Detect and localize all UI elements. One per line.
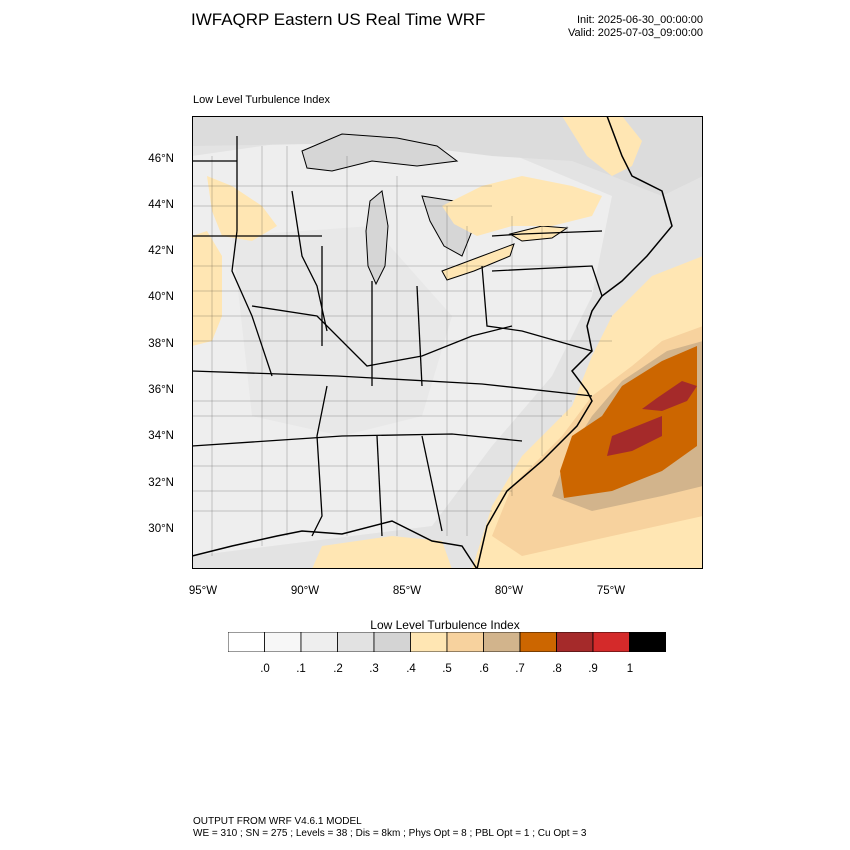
colorbar-swatch: [264, 632, 302, 652]
lon-label-90: 90°W: [290, 585, 320, 597]
colorbar-swatch: [410, 632, 448, 652]
colorbar-swatch: [556, 632, 594, 652]
footer-model: OUTPUT FROM WRF V4.6.1 MODEL: [193, 816, 362, 827]
colorbar-label: .2: [333, 663, 343, 675]
east-coast-line: [476, 116, 673, 569]
colorbar-label: .9: [588, 663, 598, 675]
lon-label-95: 95°W: [188, 585, 218, 597]
lat-label-30: 30°N: [148, 523, 174, 535]
colorbar-swatch: [373, 632, 411, 652]
lon-label-80: 80°W: [494, 585, 524, 597]
colorbar-swatch: [228, 632, 265, 652]
lat-label-40: 40°N: [148, 291, 174, 303]
map-title: IWFAQRP Eastern US Real Time WRF: [191, 10, 486, 29]
lon-label-75: 75°W: [596, 585, 626, 597]
colorbar-label: .5: [442, 663, 452, 675]
gulf-coast-line: [192, 520, 478, 569]
colorbar-swatch: [592, 632, 630, 652]
lake-superior: [301, 133, 459, 172]
lat-label-46: 46°N: [148, 153, 174, 165]
init-time: Init: 2025-06-30_00:00:00: [577, 14, 703, 26]
lat-label-38: 38°N: [148, 338, 174, 350]
lon-label-85: 85°W: [392, 585, 422, 597]
colorbar-swatch: [629, 632, 666, 652]
colorbar-label: .4: [406, 663, 416, 675]
colorbar-label: 1: [626, 663, 634, 675]
map-border: [192, 116, 703, 569]
turbulence-patch-northeast: [562, 116, 642, 176]
colorbar-label: .8: [552, 663, 562, 675]
lat-label-32: 32°N: [148, 477, 174, 489]
atlantic-darkred-2: [607, 416, 662, 456]
lat-label-36: 36°N: [148, 384, 174, 396]
lat-label-44: 44°N: [148, 199, 174, 211]
colorbar-label: .1: [296, 663, 306, 675]
colorbar-swatch: [519, 632, 557, 652]
footer-config: WE = 310 ; SN = 275 ; Levels = 38 ; Dis …: [193, 828, 587, 839]
colorbar-label: .6: [479, 663, 489, 675]
lat-label-42: 42°N: [148, 245, 174, 257]
lat-label-34: 34°N: [148, 430, 174, 442]
colorbar: [228, 632, 666, 652]
colorbar-label: .7: [515, 663, 525, 675]
atlantic-orange: [560, 346, 697, 498]
map-subtitle: Low Level Turbulence Index: [193, 94, 330, 106]
turbulence-map: [192, 116, 703, 569]
atlantic-darkred-1: [642, 381, 697, 411]
colorbar-swatch: [300, 632, 338, 652]
colorbar-swatch: [483, 632, 521, 652]
turbulence-patch-gulf: [312, 536, 452, 569]
colorbar-swatch: [446, 632, 484, 652]
county-grid: [192, 146, 612, 556]
colorbar-swatch: [337, 632, 375, 652]
colorbar-label: .0: [260, 663, 270, 675]
turbulence-patch-west: [192, 231, 222, 346]
turbulence-patch-ontario: [442, 176, 602, 236]
colorbar-title: Low Level Turbulence Index: [370, 618, 520, 632]
colorbar-label: .3: [369, 663, 379, 675]
lake-michigan: [365, 190, 389, 286]
valid-time: Valid: 2025-07-03_09:00:00: [568, 27, 703, 39]
turbulence-patch-upper-midwest: [207, 176, 277, 241]
